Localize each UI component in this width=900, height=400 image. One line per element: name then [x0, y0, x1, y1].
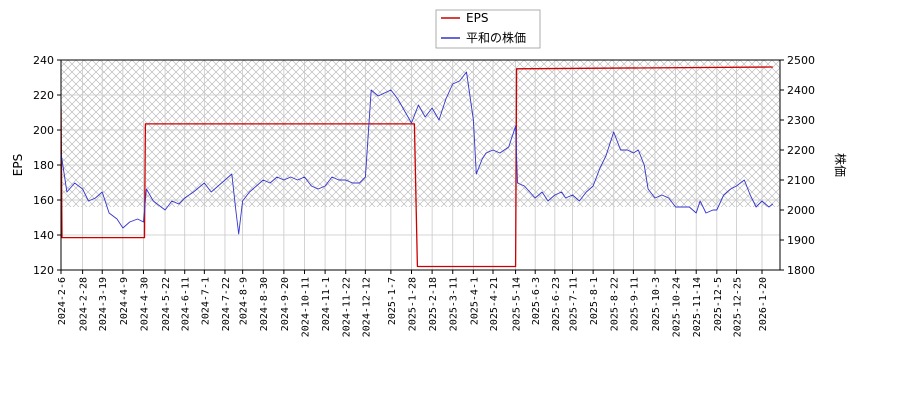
- x-tick-label: 2024-4-9: [119, 277, 130, 325]
- x-tick-label: 2025-4-1: [469, 277, 480, 325]
- right-tick-label: 2400: [787, 84, 815, 97]
- right-axis-label: 株価: [833, 153, 848, 177]
- x-tick-label: 2025-10-3: [651, 277, 662, 331]
- legend-eps-label: EPS: [466, 11, 488, 25]
- x-tick-label: 2025-12-5: [713, 277, 724, 331]
- x-tick-label: 2024-2-28: [79, 277, 90, 331]
- x-tick-label: 2024-7-1: [200, 277, 211, 325]
- legend-box: [435, 9, 541, 49]
- x-tick-label: 2024-8-9: [239, 277, 250, 325]
- x-tick-label: 2024-2-6: [57, 277, 68, 325]
- series-lines: [61, 66, 774, 268]
- x-tick-label: 2025-1-28: [408, 277, 419, 331]
- left-tick-label: 240: [33, 54, 54, 67]
- x-tick-label: 2025-12-25: [732, 277, 743, 337]
- x-tick-label: 2025-1-7: [387, 277, 398, 325]
- x-tick-label: 2024-12-12: [361, 277, 372, 337]
- x-tick-label: 2024-4-30: [139, 277, 150, 331]
- x-tick-label: 2025-6-3: [531, 277, 542, 325]
- left-tick-label: 200: [33, 124, 54, 137]
- left-axis-label: EPS: [11, 154, 25, 176]
- x-tick-label: 2024-3-19: [98, 277, 109, 331]
- left-tick-label: 120: [33, 264, 54, 277]
- left-axis-ticks: 120 140 160 180 200 220 240: [33, 54, 61, 277]
- x-tick-label: 2025-6-23: [551, 277, 562, 331]
- x-tick-label: 2025-7-11: [569, 277, 580, 331]
- x-tick-label: 2024-11-22: [342, 277, 353, 337]
- right-tick-label: 2500: [787, 54, 815, 67]
- x-tick-label: 2024-7-22: [221, 277, 232, 331]
- right-tick-label: 2200: [787, 144, 815, 157]
- x-tick-label: 2025-8-22: [610, 277, 621, 331]
- x-tick-label: 2024-8-30: [259, 277, 270, 331]
- x-tick-label: 2025-9-11: [629, 277, 640, 331]
- right-tick-label: 1800: [787, 264, 815, 277]
- left-tick-label: 140: [33, 229, 54, 242]
- x-tick-label: 2025-5-14: [512, 277, 523, 331]
- x-tick-label: 2024-10-11: [300, 277, 311, 337]
- x-tick-label: 2025-3-11: [449, 277, 460, 331]
- right-tick-label: 2000: [787, 204, 815, 217]
- x-tick-label: 2025-2-18: [428, 277, 439, 331]
- x-tick-label: 2024-6-11: [181, 277, 192, 331]
- legend-price-label: 平和の株価: [466, 30, 526, 45]
- x-tick-label: 2025-11-14: [692, 277, 703, 337]
- left-tick-label: 160: [33, 194, 54, 207]
- x-tick-label: 2024-9-20: [280, 277, 291, 331]
- right-tick-label: 2300: [787, 114, 815, 127]
- x-tick-label: 2024-11-1: [321, 277, 332, 331]
- shaded-band: [61, 60, 780, 207]
- stock-price-series-line: [61, 71, 774, 235]
- x-tick-label: 2025-4-21: [489, 277, 500, 331]
- legend: EPS 平和の株価: [435, 9, 541, 49]
- x-tick-label: 2025-10-24: [672, 277, 683, 337]
- shaded-band-area: [61, 60, 780, 207]
- right-tick-label: 2100: [787, 174, 815, 187]
- x-tick-label: 2024-5-22: [161, 277, 172, 331]
- left-tick-label: 180: [33, 159, 54, 172]
- x-tick-label: 2025-8-1: [589, 277, 600, 325]
- right-axis-ticks: 1800 1900 2000 2100 2200 2300 2400 2500: [780, 54, 815, 277]
- x-axis-ticks: 2024-2-6 2024-2-28 2024-3-19 2024-4-9 2024-4…: [57, 270, 769, 337]
- grid: [60, 59, 780, 271]
- left-tick-label: 220: [33, 89, 54, 102]
- right-tick-label: 1900: [787, 234, 815, 247]
- x-tick-label: 2026-1-20: [758, 277, 769, 331]
